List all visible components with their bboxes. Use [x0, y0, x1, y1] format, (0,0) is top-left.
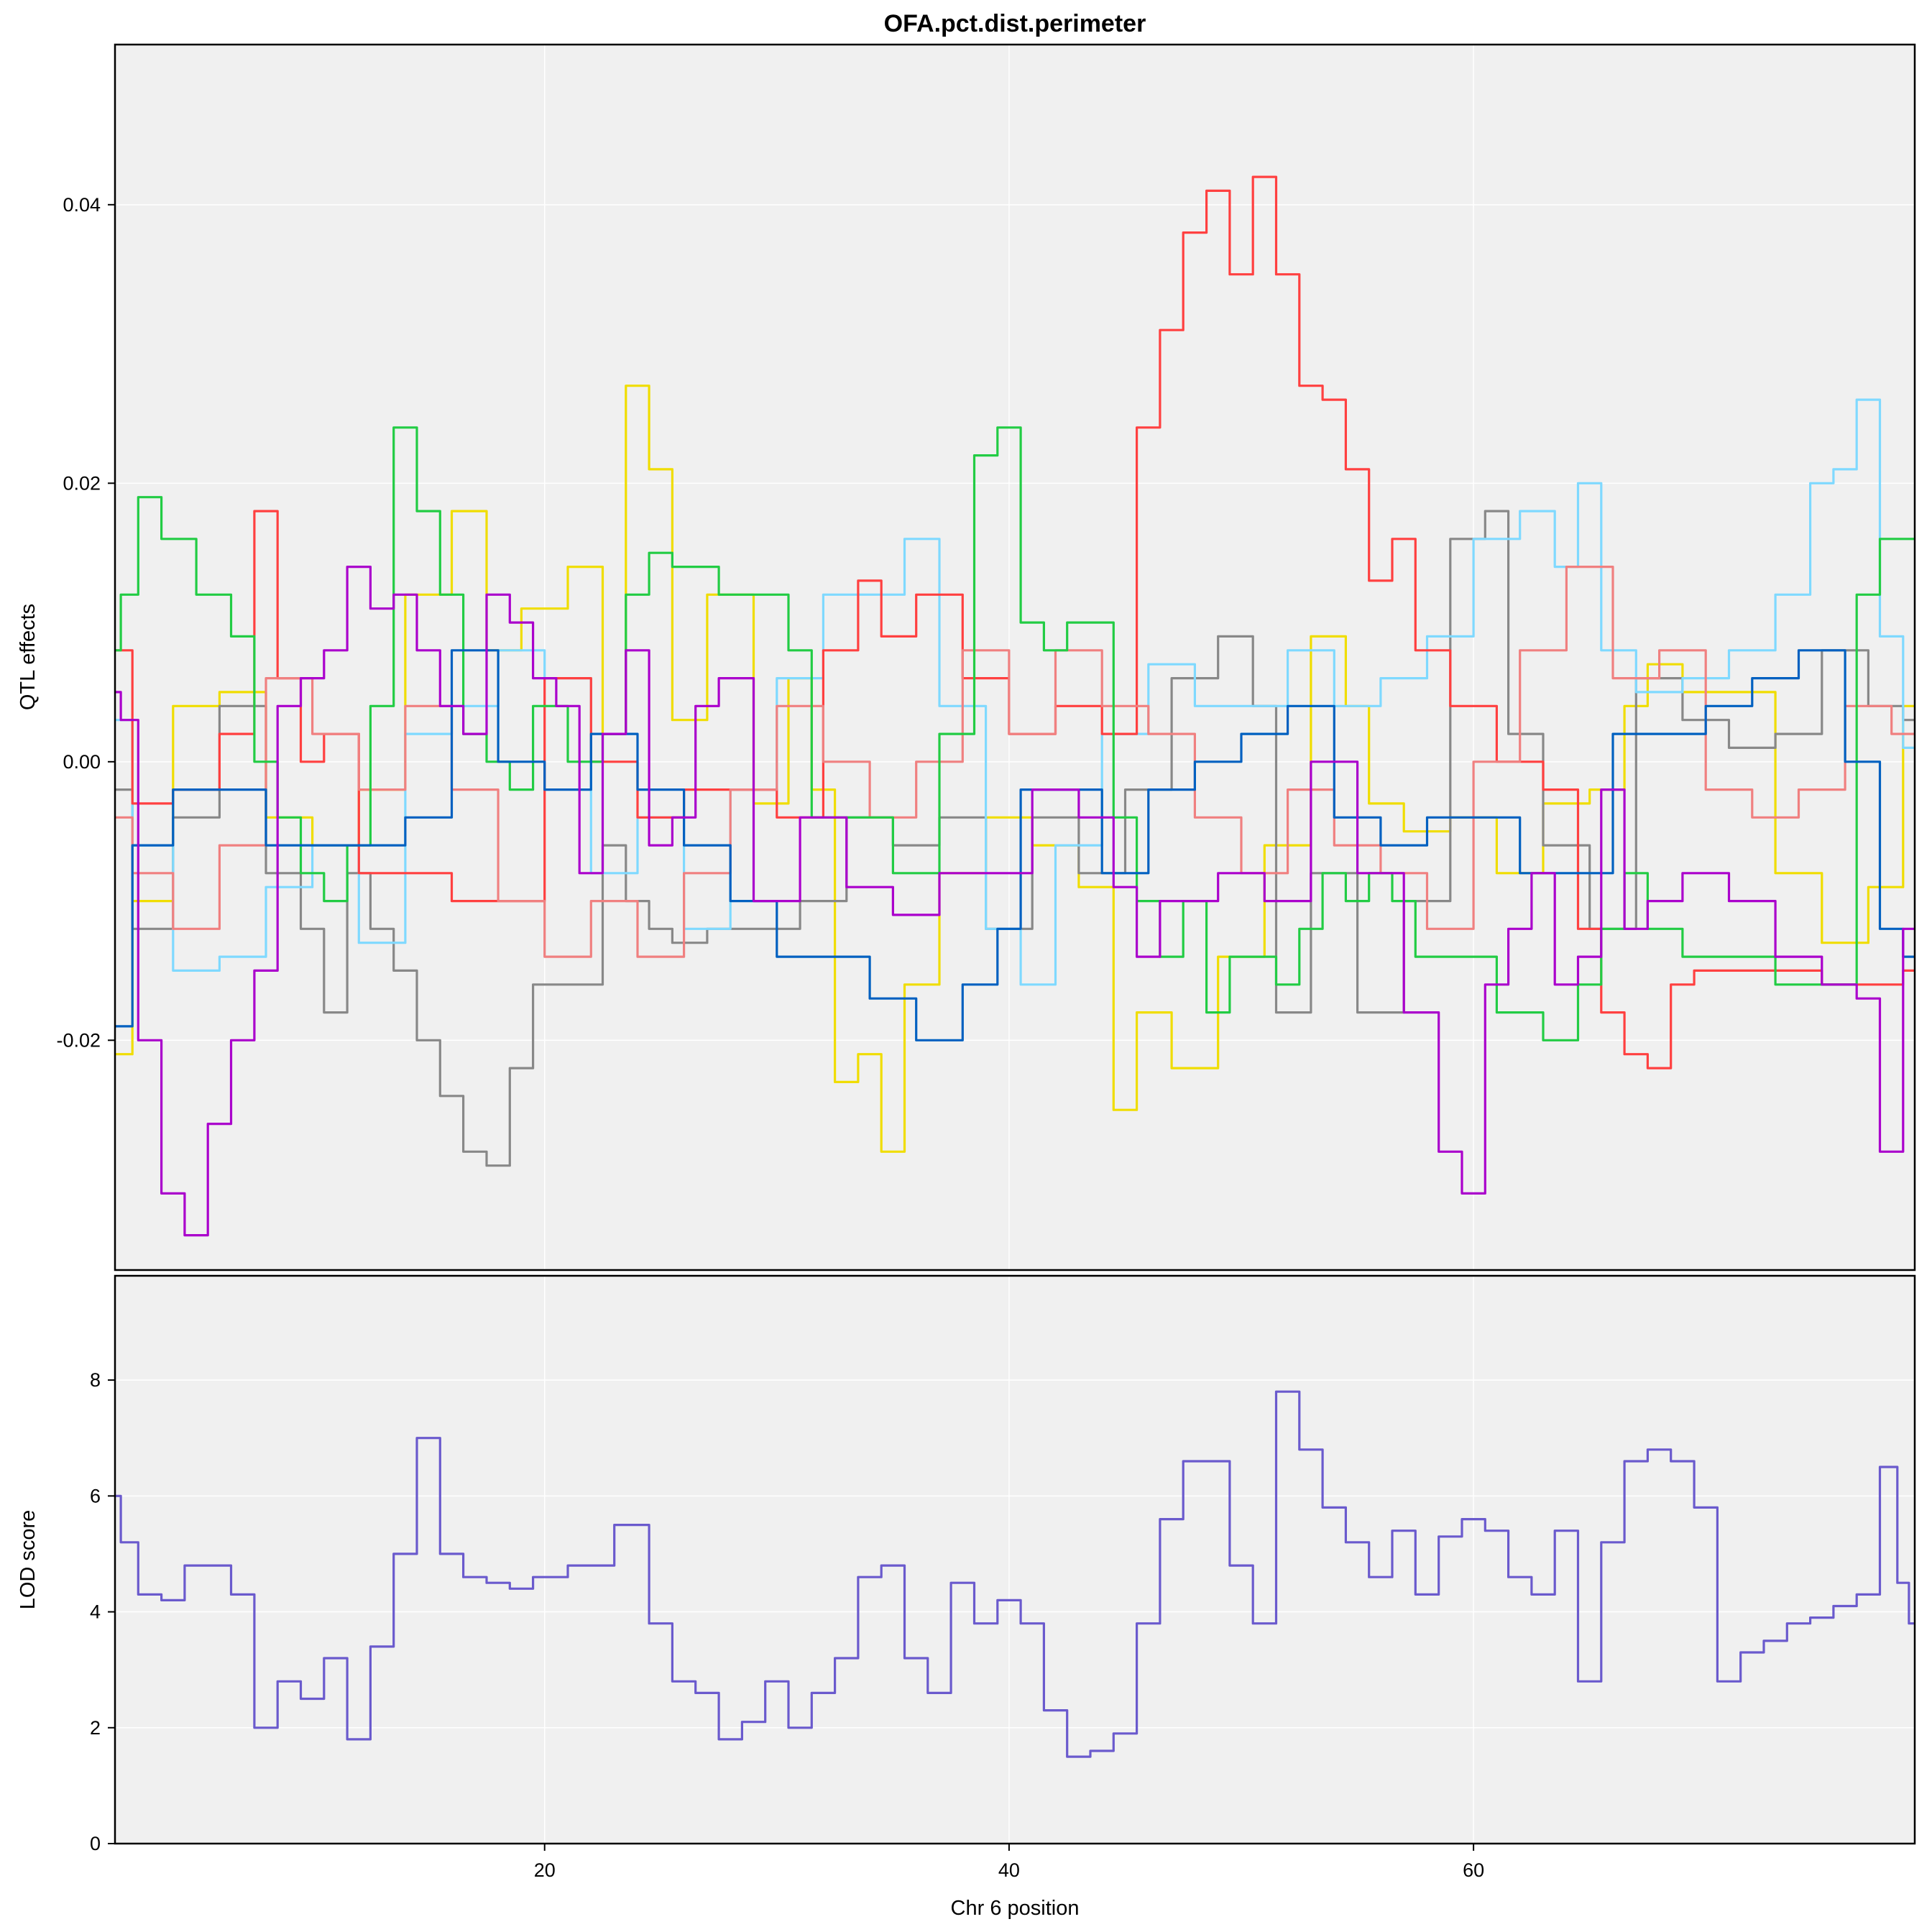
x-tick-label: 20: [534, 1859, 556, 1881]
x-tick-label: 40: [998, 1859, 1020, 1881]
effects-panel-series: [115, 175, 1915, 1237]
effects-panel-background: [115, 45, 1915, 1270]
series-line-effect-7: [115, 566, 1915, 1237]
lod-panel-frame: [114, 1274, 1916, 1845]
series-line-lod-0: [115, 1390, 1915, 1758]
lod-y-axis: 0 2 4 6 8: [90, 1369, 115, 1854]
series-line-effect-1: [115, 510, 1915, 1167]
chart-title: OFA.pct.dist.perimeter: [884, 10, 1146, 37]
series-line-effect-6: [115, 649, 1915, 1041]
lod-panel-background: [115, 1276, 1915, 1844]
lod-panel-series: [115, 1390, 1915, 1758]
y-tick-label: 0.00: [63, 751, 101, 773]
series-line-effect-2: [115, 398, 1915, 986]
lod-y-axis-title: LOD score: [17, 1510, 40, 1610]
y-tick-label: 0.04: [63, 194, 101, 216]
effects-panel-frame: [114, 43, 1916, 1271]
effects-y-axis: -0.02 0.00 0.02 0.04: [56, 194, 115, 1051]
y-tick-label: 2: [90, 1717, 101, 1739]
y-tick-label: 8: [90, 1369, 101, 1391]
y-tick-label: -0.02: [56, 1029, 101, 1051]
x-tick-label: 60: [1463, 1859, 1484, 1881]
series-line-effect-4: [115, 566, 1915, 958]
y-tick-label: 4: [90, 1601, 101, 1623]
y-tick-label: 6: [90, 1485, 101, 1506]
series-line-effect-3: [115, 175, 1915, 1070]
y-tick-label: 0.02: [63, 472, 101, 494]
y-tick-label: 0: [90, 1833, 101, 1854]
effects-y-axis-title: QTL effects: [17, 604, 40, 710]
x-axis-title: Chr 6 position: [951, 1897, 1080, 1920]
x-axis: 20 40 60: [534, 1844, 1484, 1881]
